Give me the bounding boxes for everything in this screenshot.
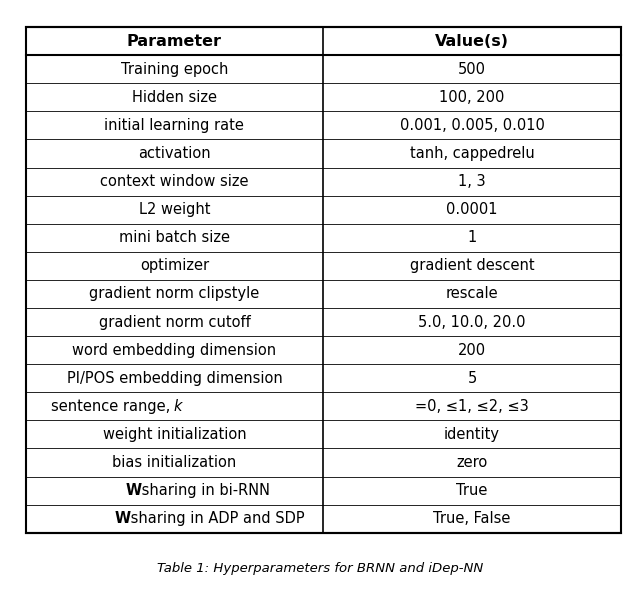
Text: True, False: True, False [433,511,511,526]
Text: 0.001, 0.005, 0.010: 0.001, 0.005, 0.010 [399,118,545,133]
Text: sharing in ADP and SDP: sharing in ADP and SDP [125,511,304,526]
Text: 200: 200 [458,343,486,358]
Text: 1: 1 [467,231,477,245]
Text: =0, ≤1, ≤2, ≤3: =0, ≤1, ≤2, ≤3 [415,399,529,414]
Text: L2 weight: L2 weight [139,202,210,217]
Text: gradient norm clipstyle: gradient norm clipstyle [89,287,260,302]
Text: identity: identity [444,427,500,442]
Text: 5: 5 [467,371,477,386]
Text: Hidden size: Hidden size [132,90,217,105]
Bar [26,27,621,533]
Text: word embedding dimension: word embedding dimension [72,343,276,358]
Text: gradient descent: gradient descent [410,258,534,273]
Text: mini batch size: mini batch size [119,231,230,245]
Text: 5.0, 10.0, 20.0: 5.0, 10.0, 20.0 [419,315,525,329]
Text: Value(s): Value(s) [435,34,509,49]
Text: gradient norm cutoff: gradient norm cutoff [99,315,250,329]
Text: rescale: rescale [445,287,499,302]
Text: sharing in bi-RNN: sharing in bi-RNN [137,483,270,498]
Text: True: True [456,483,488,498]
Text: Training epoch: Training epoch [121,62,228,76]
Text: sentence range,: sentence range, [51,399,174,414]
Text: W: W [115,511,131,526]
Text: 1, 3: 1, 3 [458,174,486,189]
Text: activation: activation [138,146,211,161]
Text: bias initialization: bias initialization [112,455,237,470]
Text: ​​​k: ​​​k [174,399,183,414]
Text: PI/POS embedding dimension: PI/POS embedding dimension [67,371,282,386]
Text: Table 1: Hyperparameters for BRNN and iDep-NN: Table 1: Hyperparameters for BRNN and iD… [157,562,483,576]
Text: 500: 500 [458,62,486,76]
Text: optimizer: optimizer [140,258,209,273]
Text: tanh, cappedrelu: tanh, cappedrelu [410,146,534,161]
Text: W: W [126,483,142,498]
Text: initial learning rate: initial learning rate [104,118,244,133]
Text: 100, 200: 100, 200 [439,90,505,105]
Text: 0.0001: 0.0001 [446,202,498,217]
Text: zero: zero [456,455,488,470]
Text: Parameter: Parameter [127,34,222,49]
Text: weight initialization: weight initialization [102,427,246,442]
Text: context window size: context window size [100,174,249,189]
